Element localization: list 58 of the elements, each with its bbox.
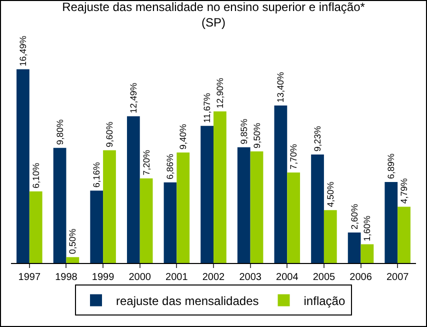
x-tick-label: 1998 [55,272,78,283]
bar [324,210,337,263]
bar [29,191,42,263]
data-label: 6,16% [92,162,102,188]
data-label: 6,10% [30,162,41,188]
bar [250,151,264,263]
bar [274,106,288,263]
bar [360,244,374,263]
data-label: 9,80% [54,119,65,145]
data-label: 4,50% [325,182,336,208]
bar [214,111,226,263]
x-tick-label: 1999 [92,272,115,283]
data-label: 2,60% [349,204,360,230]
x-tick-label: 2004 [276,272,299,283]
data-label: 12,49% [128,82,138,114]
chart-title: Reajuste das mensalidade no ensino superior e inflação* (SP) [62,0,366,30]
x-tick-label: 2003 [239,272,262,283]
bar [140,178,153,263]
data-label: 16,49% [18,36,28,66]
bar [200,126,214,263]
bar [53,148,66,263]
bar [66,257,80,263]
bar [90,190,104,263]
bar [237,147,250,263]
data-label: 7,70% [288,144,299,170]
bar [103,150,116,263]
bar [16,69,30,263]
data-label: 6,86% [165,154,176,180]
data-label: 6,89% [386,154,396,180]
data-label: 13,40% [276,72,286,103]
x-tick-label: 1997 [18,272,41,283]
x-tick-label: 2007 [386,272,410,283]
data-label: 7,20% [141,150,152,176]
bar [164,182,177,263]
data-label: 9,85% [238,118,249,144]
x-tick-label: 2006 [350,272,372,283]
bar [384,182,398,263]
data-label: 12,90% [214,78,225,108]
x-tick-label: 2002 [202,272,226,283]
bar [176,152,190,263]
data-label: 9,23% [312,126,323,152]
x-tick-label: 2001 [166,272,188,283]
data-label: 9,50% [252,122,262,148]
bar [398,206,410,263]
bar [311,154,324,263]
data-label: 11,67% [202,93,212,123]
x-tick-label: 2000 [128,272,152,283]
data-label: 9,40% [178,124,188,150]
bar [126,116,140,263]
data-label: 0,50% [68,228,78,254]
legend-label: inflação [304,294,346,308]
bar [287,172,300,263]
data-label: 4,79% [399,178,410,204]
legend-label: reajuste das mensalidades [116,294,259,308]
x-tick-label: 2005 [312,272,336,283]
data-label: 1,60% [362,216,372,242]
data-label: 9,60% [104,122,114,148]
bar [348,232,361,263]
